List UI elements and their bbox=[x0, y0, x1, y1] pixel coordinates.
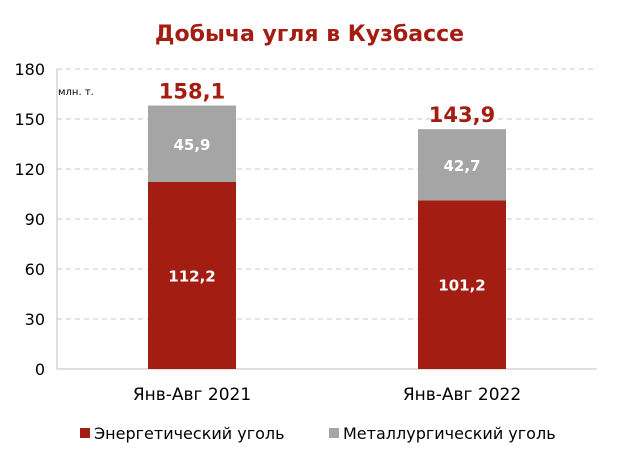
data-label: 101,2 bbox=[438, 277, 485, 295]
bar-segment bbox=[148, 105, 236, 182]
data-labels: 112,2 45,9 158,1 Янв-Авг 2021 101,2 42,7 143,9… bbox=[133, 80, 521, 406]
y-tick-label: 180 bbox=[14, 60, 45, 79]
bar-segment bbox=[418, 200, 506, 369]
legend-label: Металлургический уголь bbox=[343, 424, 556, 443]
bar-segment bbox=[418, 129, 506, 201]
total-label: 143,9 bbox=[429, 103, 495, 127]
unit-label: млн. т. bbox=[58, 87, 94, 98]
y-tick-label: 150 bbox=[14, 110, 45, 129]
y-tick-label: 0 bbox=[35, 360, 45, 379]
data-label: 42,7 bbox=[443, 157, 480, 175]
y-tick-label: 90 bbox=[25, 210, 45, 229]
chart-title: Добыча угля в Кузбассе bbox=[155, 22, 464, 47]
x-tick-label: Янв-Авг 2022 bbox=[403, 385, 521, 405]
y-tick-label: 120 bbox=[14, 160, 45, 179]
y-tick-label: 30 bbox=[25, 310, 45, 329]
total-label: 158,1 bbox=[159, 80, 225, 104]
bar-segment bbox=[148, 182, 236, 369]
data-label: 45,9 bbox=[173, 136, 210, 154]
grid bbox=[57, 68, 597, 320]
legend-label: Энергетический уголь bbox=[94, 424, 285, 443]
y-axis: 0 30 60 90 120 150 180 bbox=[14, 60, 597, 379]
legend-swatch bbox=[80, 428, 90, 438]
legend-swatch bbox=[329, 428, 339, 438]
legend: Энергетический уголь Металлургический уго… bbox=[80, 424, 556, 443]
bars bbox=[148, 105, 506, 369]
y-tick-label: 60 bbox=[25, 260, 45, 279]
data-label: 112,2 bbox=[168, 268, 215, 286]
x-tick-label: Янв-Авг 2021 bbox=[133, 385, 251, 405]
